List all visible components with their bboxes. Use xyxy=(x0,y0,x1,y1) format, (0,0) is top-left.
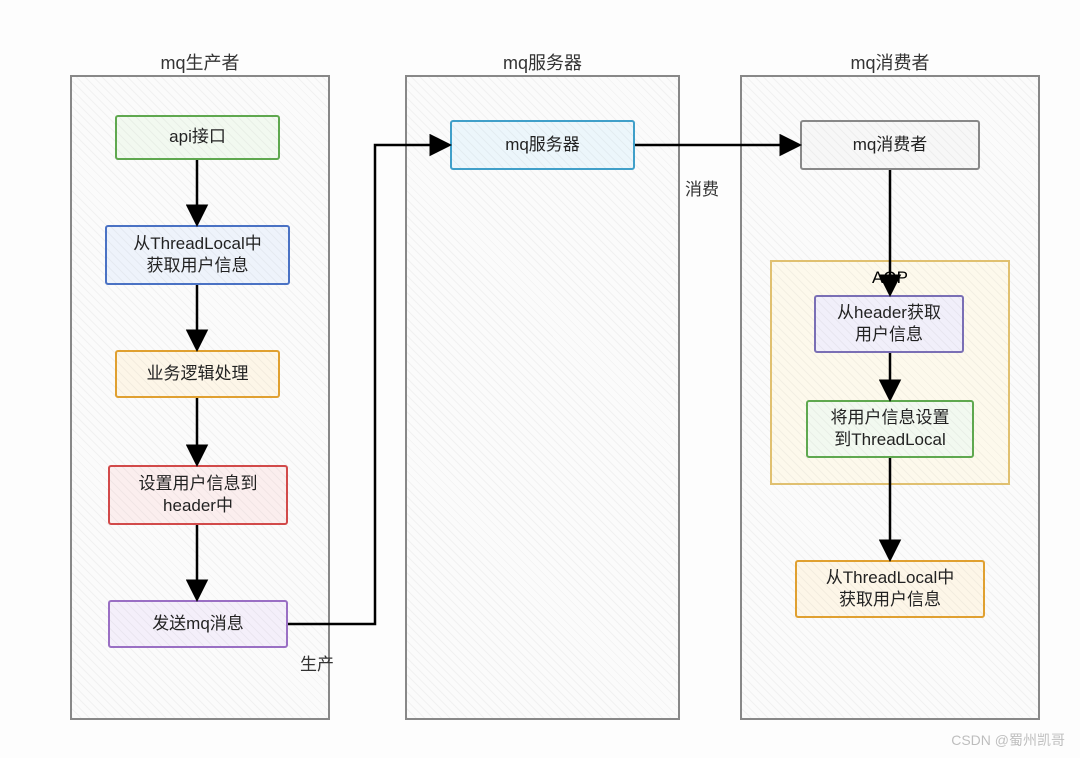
box-mqconsumer: mq消费者 xyxy=(800,120,980,170)
watermark: CSDN @蜀州凯哥 xyxy=(951,730,1065,750)
box-bizlogic-label: 业务逻辑处理 xyxy=(147,363,249,385)
box-threadlocal: 从ThreadLocal中 获取用户信息 xyxy=(105,225,290,285)
box-bizlogic: 业务逻辑处理 xyxy=(115,350,280,398)
box-getlocal: 从ThreadLocal中 获取用户信息 xyxy=(795,560,985,618)
label-consume: 消费 xyxy=(685,175,719,200)
producer-title: mq生产者 xyxy=(160,49,239,75)
server-container: mq服务器 xyxy=(405,75,680,720)
box-getlocal-label: 从ThreadLocal中 获取用户信息 xyxy=(826,567,955,611)
aop-title: AOP xyxy=(872,268,908,288)
box-threadlocal-label: 从ThreadLocal中 获取用户信息 xyxy=(133,233,262,277)
box-setheader: 设置用户信息到 header中 xyxy=(108,465,288,525)
box-setlocal-label: 将用户信息设置 到ThreadLocal xyxy=(831,407,950,451)
box-mqconsumer-label: mq消费者 xyxy=(853,134,928,156)
server-title: mq服务器 xyxy=(503,49,582,75)
box-setheader-label: 设置用户信息到 header中 xyxy=(139,473,258,517)
box-mqserver-label: mq服务器 xyxy=(505,134,580,156)
box-mqserver: mq服务器 xyxy=(450,120,635,170)
box-sendmq: 发送mq消息 xyxy=(108,600,288,648)
box-sendmq-label: 发送mq消息 xyxy=(152,613,244,635)
box-fromheader: 从header获取 用户信息 xyxy=(814,295,964,353)
box-api: api接口 xyxy=(115,115,280,160)
box-setlocal: 将用户信息设置 到ThreadLocal xyxy=(806,400,974,458)
label-produce: 生产 xyxy=(300,650,334,675)
box-api-label: api接口 xyxy=(169,126,226,148)
consumer-title: mq消费者 xyxy=(850,49,929,75)
box-fromheader-label: 从header获取 用户信息 xyxy=(837,302,941,346)
